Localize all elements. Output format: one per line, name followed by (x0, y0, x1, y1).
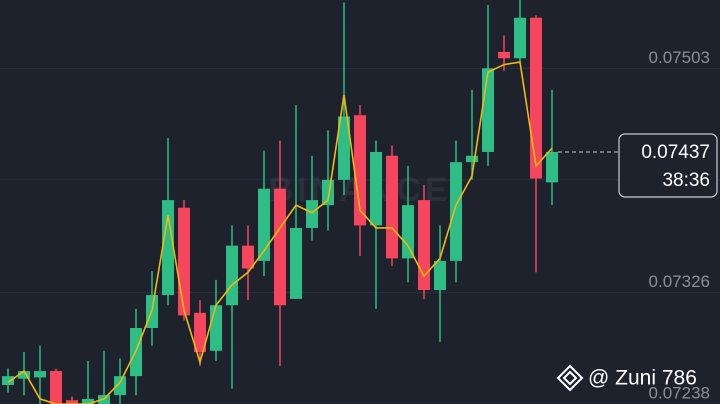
candle-body (530, 17, 542, 179)
candle-body (386, 155, 398, 259)
credit: @ Zuni 786 (588, 367, 697, 390)
candle-body (290, 227, 302, 299)
moving-average (7, 61, 553, 404)
candle-body (450, 162, 462, 261)
y-tick-label: 0.07503 (649, 48, 710, 67)
candle-body (194, 312, 206, 353)
candle-body (322, 179, 334, 206)
price-label: 0.07437 (641, 142, 710, 163)
y-tick-label: 0.07326 (649, 272, 710, 291)
countdown: 38:36 (662, 170, 710, 191)
candle-body (338, 116, 350, 180)
candle-body (434, 260, 446, 291)
candle-body (306, 200, 318, 228)
candle-body (546, 151, 558, 183)
candle-body (18, 371, 30, 379)
candle-body (514, 17, 526, 59)
candle-body (242, 245, 254, 269)
overlay: 0.07437 38:36 (7, 61, 718, 404)
candle-body (162, 200, 174, 296)
candle-body (466, 155, 478, 163)
candle-body (34, 371, 46, 378)
candle-body (402, 205, 414, 259)
candle-body (274, 188, 286, 306)
candle-body (258, 188, 270, 261)
candle-body (418, 200, 430, 291)
candle-body (210, 305, 222, 351)
logo-diamond (556, 364, 584, 392)
credit-logo (556, 364, 584, 392)
candle-body (498, 51, 510, 59)
candle-body (50, 371, 62, 404)
candles (2, 0, 558, 404)
y-tick-label: 0.07238 (649, 383, 710, 402)
candle-body (482, 68, 494, 152)
candle-body (2, 376, 14, 386)
candle-body (82, 398, 94, 404)
candle-body (370, 151, 382, 226)
candle-body (226, 245, 238, 306)
candle-body (114, 376, 126, 396)
candle-body (178, 207, 190, 316)
price-box (618, 133, 718, 198)
candle-body (354, 115, 366, 226)
candle-body (66, 400, 78, 404)
